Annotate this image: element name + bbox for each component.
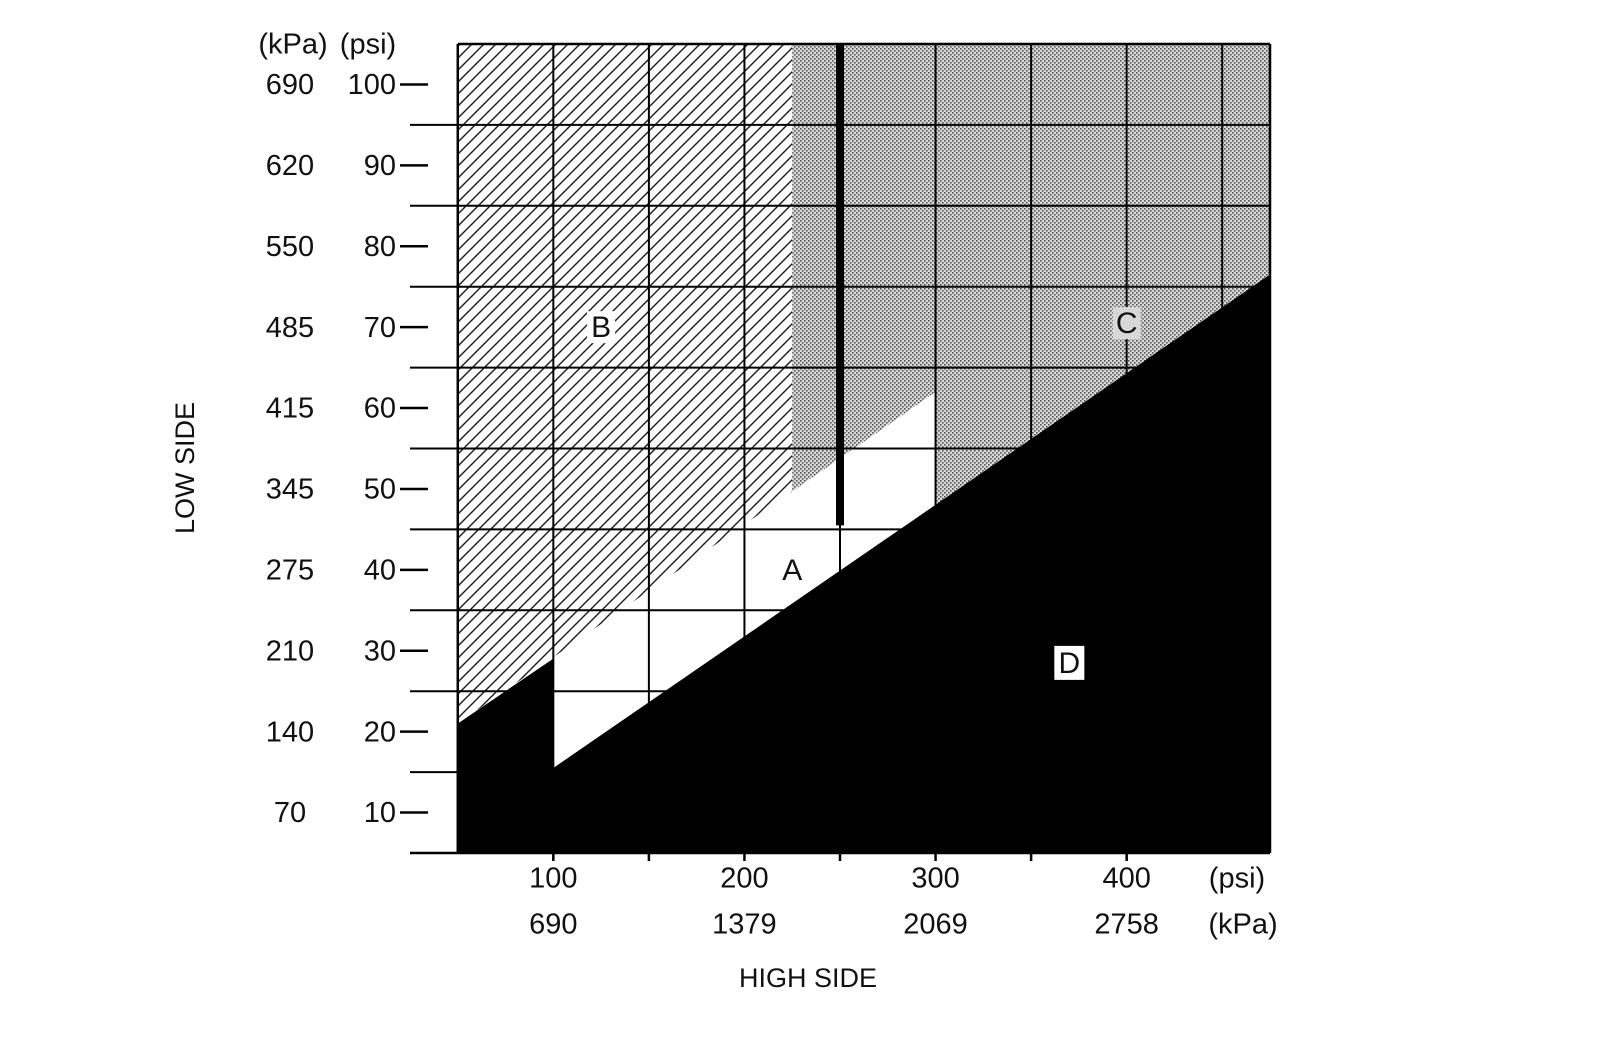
y-tick-psi-9: 10 bbox=[364, 797, 396, 829]
y-tick-psi-4: 60 bbox=[364, 393, 396, 425]
y-tick-kpa-9: 70 bbox=[274, 797, 306, 829]
y-tick-kpa-4: 415 bbox=[266, 393, 314, 425]
chart-ticks bbox=[400, 83, 1128, 861]
y-tick-kpa-2: 550 bbox=[266, 231, 314, 263]
y-tick-psi-3: 70 bbox=[364, 312, 396, 344]
y-tick-kpa-7: 210 bbox=[266, 635, 314, 667]
region-b-label: B bbox=[591, 311, 611, 344]
x-tick-kpa-1: 1379 bbox=[712, 909, 777, 941]
region-d-solid bbox=[457, 274, 1270, 854]
y-tick-kpa-0: 690 bbox=[266, 69, 314, 101]
region-b-label-box bbox=[587, 311, 616, 344]
region-c-label-box bbox=[1112, 307, 1141, 340]
y-tick-psi-7: 30 bbox=[364, 635, 396, 667]
region-d-label-box bbox=[1054, 645, 1085, 680]
y-unit-psi-header: (psi) bbox=[340, 29, 396, 61]
y-tick-psi-0: 100 bbox=[348, 69, 396, 101]
x-tick-psi-1: 200 bbox=[720, 863, 768, 895]
x-unit-kpa: (kPa) bbox=[1208, 909, 1277, 941]
x-unit-psi: (psi) bbox=[1209, 863, 1265, 895]
region-c-label: C bbox=[1116, 307, 1138, 340]
x-axis-title: HIGH SIDE bbox=[739, 963, 877, 993]
x-tick-kpa-2: 2069 bbox=[903, 909, 968, 941]
region-b-area bbox=[457, 44, 793, 724]
x-tick-psi-3: 400 bbox=[1102, 863, 1150, 895]
x-tick-psi-2: 300 bbox=[911, 863, 959, 895]
y-tick-kpa-1: 620 bbox=[266, 150, 314, 182]
y-tick-kpa-3: 485 bbox=[266, 312, 314, 344]
y-tick-psi-8: 20 bbox=[364, 716, 396, 748]
x-tick-kpa-0: 690 bbox=[529, 909, 577, 941]
chart-labels: (kPa) (psi) 100 690 90 620 80 550 70 485 60 415 50 34… bbox=[170, 29, 1278, 993]
y-tick-psi-1: 90 bbox=[364, 150, 396, 182]
y-tick-psi-6: 40 bbox=[364, 555, 396, 587]
y-tick-kpa-6: 275 bbox=[266, 555, 314, 587]
region-d-label: D bbox=[1058, 647, 1080, 680]
y-tick-psi-2: 80 bbox=[364, 231, 396, 263]
divider-bar bbox=[836, 44, 844, 526]
y-unit-kpa-header: (kPa) bbox=[258, 29, 327, 61]
x-tick-psi-0: 100 bbox=[529, 863, 577, 895]
y-tick-psi-5: 50 bbox=[364, 474, 396, 506]
region-a-label: A bbox=[782, 554, 802, 587]
x-tick-kpa-3: 2758 bbox=[1094, 909, 1159, 941]
y-axis-title: LOW SIDE bbox=[170, 402, 200, 534]
region-a-area bbox=[457, 391, 936, 769]
y-tick-kpa-8: 140 bbox=[266, 716, 314, 748]
chart-bars bbox=[457, 44, 1270, 854]
y-tick-kpa-5: 345 bbox=[266, 474, 314, 506]
